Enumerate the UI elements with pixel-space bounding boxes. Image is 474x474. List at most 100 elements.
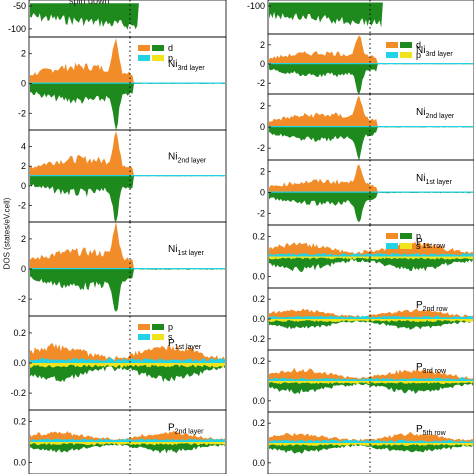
legend-swatch	[152, 324, 164, 330]
y-tick-label: 0	[21, 264, 26, 274]
p-spin-up-area	[269, 241, 473, 257]
p-spin-up-area	[30, 431, 225, 442]
y-tick-label: -2	[18, 108, 26, 118]
d-spin-up-area	[30, 131, 225, 176]
legend-swatch	[152, 334, 164, 340]
spin-down-dos-area	[269, 2, 473, 28]
y-tick-label: 0.0	[252, 272, 265, 282]
d-spin-up-area	[269, 164, 473, 193]
s-state-area	[269, 315, 473, 319]
s-spin-down-area	[269, 319, 473, 323]
p-spin-up-area	[269, 431, 473, 443]
panel-L1: 2 0 -2 Ni3rd layer dp	[18, 36, 227, 131]
d-spin-up-area	[30, 221, 225, 269]
panel-label-sub: 5th row	[423, 430, 447, 437]
legend-swatch	[386, 42, 398, 48]
legend-label: p	[416, 50, 421, 60]
s-spin-down-area	[269, 381, 473, 385]
panel-label-sub: 2nd layer	[175, 428, 204, 435]
legend-swatch	[152, 55, 164, 61]
legend-label: d	[416, 40, 421, 50]
s-state-area	[30, 438, 225, 442]
p-spin-down-area	[269, 319, 473, 330]
panel-label: P2nd row	[416, 300, 449, 313]
d-spin-up-area	[269, 95, 473, 127]
p-spin-down-area	[30, 442, 225, 454]
legend-swatch	[400, 42, 412, 48]
legend-label: p	[416, 231, 421, 241]
y-tick-label: 0.2	[252, 294, 265, 304]
p-state-baseline	[269, 191, 473, 193]
y-tick-label: 0	[260, 188, 265, 198]
s-spin-down-area	[269, 443, 473, 447]
legend-swatch	[400, 243, 412, 249]
d-spin-up-area	[30, 38, 225, 84]
s-spin-down-area	[269, 256, 473, 260]
legend-label: p	[168, 322, 173, 332]
legend-swatch	[386, 233, 398, 239]
panel-L2: 4 2 0 -2 Ni2nd layer	[18, 129, 227, 223]
y-tick-label: -100	[247, 1, 265, 11]
panel-R5: 0.2 0.0 -0.2 P2nd row	[249, 287, 474, 351]
p-state-baseline	[269, 126, 473, 128]
legend-swatch	[152, 45, 164, 51]
y-tick-label: 2	[260, 167, 265, 177]
y-tick-label: 0.2	[13, 328, 26, 338]
p-spin-up-area	[269, 308, 473, 319]
panel-label-sub: 2nd layer	[177, 157, 206, 164]
y-tick-label: -0.2	[249, 334, 265, 344]
legend-label: s	[168, 332, 173, 342]
d-spin-down-area	[30, 269, 225, 312]
y-tick-label: 0	[260, 59, 265, 69]
y-tick-label: 0.2	[252, 418, 265, 428]
s-state-area	[269, 252, 473, 257]
panel-label-sub: 1st row	[423, 243, 447, 250]
y-tick-label: 0.0	[13, 457, 26, 467]
y-tick-label: 2	[21, 49, 26, 59]
s-spin-down-area	[30, 442, 225, 446]
y-tick-label: 0	[260, 122, 265, 132]
panel-label-sub: 3rd layer	[177, 65, 205, 72]
panel-label: Ni1st layer	[168, 244, 205, 257]
p-state-baseline	[30, 175, 225, 177]
panel-R2: 2 0 -2 Ni2nd layer	[257, 93, 474, 161]
legend-label: s	[416, 241, 421, 251]
y-tick-label: 2	[260, 101, 265, 111]
s-state-area	[30, 357, 225, 363]
panel-R3: 2 0 -2 Ni1st layer	[257, 159, 474, 226]
panel-label: Ni2nd layer	[168, 151, 207, 164]
panel-label-sub: 1st layer	[425, 179, 452, 186]
y-tick-label: -100	[8, 24, 26, 34]
s-state-area	[269, 439, 473, 443]
y-tick-label: 0.0	[252, 458, 265, 468]
panel-label: Ni3rd layer	[168, 59, 205, 72]
panel-label-sub: 1st layer	[177, 250, 204, 257]
panel-note: spin down	[69, 0, 110, 6]
y-tick-label: 0.0	[252, 314, 265, 324]
p-spin-down-area	[269, 443, 473, 454]
y-tick-label: -50	[13, 1, 26, 11]
legend-swatch	[400, 52, 412, 58]
y-tick-label: -2	[257, 208, 265, 218]
d-spin-down-area	[269, 192, 473, 223]
panel-label-sub: 2nd layer	[425, 113, 454, 120]
legend-swatch	[400, 233, 412, 239]
y-tick-label: -2	[257, 143, 265, 153]
p-spin-up-area	[30, 343, 225, 363]
p-spin-up-area	[269, 367, 473, 381]
y-tick-label: -0.2	[10, 388, 26, 398]
legend-swatch	[138, 324, 150, 330]
d-spin-down-area	[30, 83, 225, 131]
panel-L3: 2 0 -2 Ni1st layer	[18, 221, 227, 317]
y-tick-label: 0.2	[13, 417, 26, 427]
legend-swatch	[138, 334, 150, 340]
p-state-baseline	[30, 268, 225, 270]
y-tick-label: 0.0	[252, 396, 265, 406]
panel-label: Ni2nd layer	[416, 107, 455, 120]
d-spin-down-area	[269, 127, 473, 161]
panel-label-sub: 1st layer	[175, 344, 202, 351]
